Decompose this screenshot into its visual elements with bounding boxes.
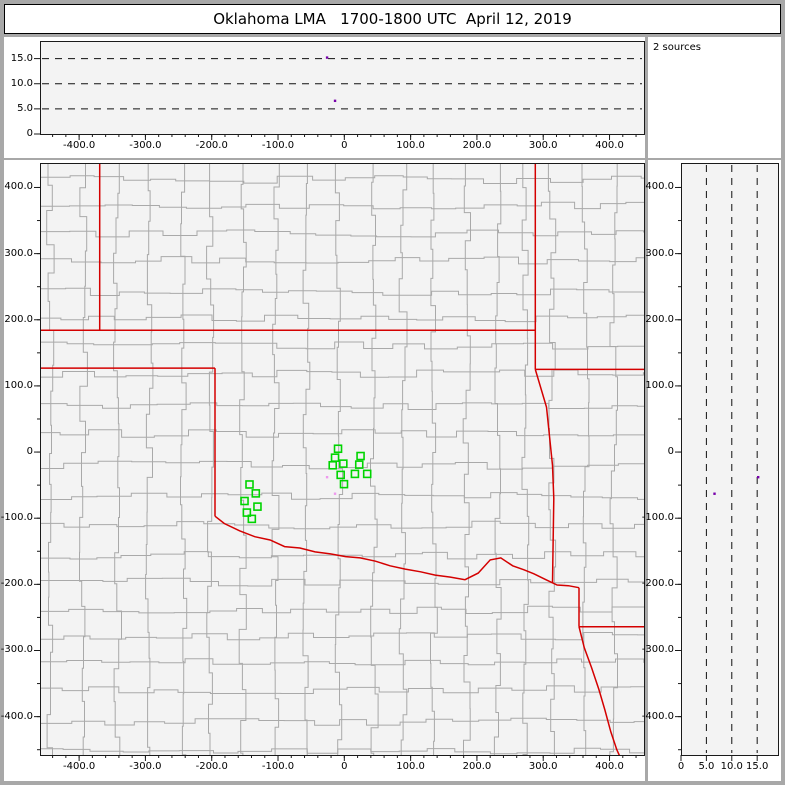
state-border-line	[214, 515, 580, 589]
title-bar: Oklahoma LMA 1700-1800 UTC April 12, 201…	[4, 4, 781, 34]
tick-label: 15.0	[10, 52, 33, 64]
tick-label: -400.0	[641, 710, 674, 722]
station-marker	[354, 460, 364, 469]
source-dot	[325, 56, 329, 59]
tick-label: 200.0	[462, 140, 492, 151]
tick-label: 10.0	[10, 77, 33, 89]
station-marker	[362, 469, 372, 479]
tick-label: 200.0	[645, 313, 674, 325]
tick-label: -100.0	[261, 140, 295, 151]
state-border-line	[534, 369, 555, 584]
tick-label: 400.0	[595, 140, 624, 151]
tick-label: -200.0	[195, 140, 228, 151]
station-marker	[240, 496, 249, 506]
tick-label: 10.0	[720, 761, 743, 772]
plot-area	[40, 163, 644, 755]
tick-label: -200.0	[0, 578, 33, 590]
tick-label: 300.0	[645, 247, 674, 259]
sources-count-panel: 2 sources	[648, 37, 781, 158]
tick-label: -400.0	[0, 710, 33, 722]
tick-label: 300.0	[528, 761, 558, 772]
station-marker	[339, 459, 348, 468]
tick-label: -100.0	[0, 512, 33, 524]
tick-label: 100.0	[645, 379, 674, 391]
tick-label: 400.0	[595, 761, 624, 772]
station-marker	[245, 480, 254, 489]
tick-label: -200.0	[195, 761, 228, 772]
tick-label: -300.0	[129, 761, 162, 772]
ns-altitude-panel: 0 5.0 10.0 15.0 400.0 300.0 200.0 100.0 0 -100.0 -…	[642, 160, 781, 781]
station-marker	[336, 470, 345, 480]
source-dot	[713, 492, 716, 495]
tick-label: 100.0	[396, 761, 425, 772]
tick-label: 100.0	[396, 140, 425, 151]
source-dot	[756, 475, 760, 479]
station-marker	[242, 508, 252, 517]
sources-count-label: 2 sources	[653, 42, 701, 53]
tick-label: 0	[341, 761, 348, 772]
tick-label: 0	[26, 446, 33, 458]
tick-label: -200.0	[641, 578, 674, 590]
station-marker	[339, 479, 349, 489]
ns-altitude-plot	[675, 163, 779, 761]
station-marker	[333, 444, 343, 454]
tick-label: 300.0	[4, 247, 33, 259]
tick-label: 0	[341, 140, 348, 151]
source-dot	[333, 492, 337, 495]
station-marker	[350, 469, 360, 479]
tick-label: -300.0	[129, 140, 162, 151]
plot-area	[681, 163, 779, 756]
tick-label: 0	[667, 446, 674, 458]
tick-label: 0	[677, 761, 685, 772]
station-marker	[251, 489, 261, 498]
station-marker	[328, 460, 338, 470]
tick-label: -300.0	[0, 644, 33, 656]
tick-label: -400.0	[62, 140, 96, 151]
plot-area	[40, 41, 645, 135]
tick-label: 5.0	[698, 761, 715, 772]
ew-altitude-panel: -400.0 -300.0 -200.0 -100.0 0 100.0 200.0 300.0…	[4, 37, 645, 158]
tick-label: -100.0	[641, 512, 674, 524]
page-title: Oklahoma LMA 1700-1800 UTC April 12, 201…	[213, 10, 572, 28]
tick-label: -300.0	[641, 644, 674, 656]
source-dot	[333, 99, 337, 103]
state-border-line	[578, 626, 621, 755]
tick-label: 5.0	[17, 102, 33, 114]
plot-border	[40, 163, 645, 756]
tick-label: 100.0	[4, 379, 33, 391]
tick-label: 300.0	[528, 140, 558, 151]
tick-label: -100.0	[261, 761, 295, 772]
station-marker	[356, 451, 365, 461]
source-dot	[325, 475, 329, 479]
plan-view-map-panel: -400.0 -300.0 -200.0 -100.0 0 100.0 200.0 300.0…	[0, 160, 645, 781]
tick-label: 200.0	[462, 761, 492, 772]
ew-altitude-plot	[34, 41, 645, 140]
tick-label: 400.0	[645, 181, 674, 193]
tick-label: 400.0	[4, 181, 33, 193]
tick-label: 200.0	[4, 313, 33, 325]
map-layers	[40, 163, 644, 755]
tick-label: 15.0	[746, 761, 769, 772]
station-marker	[247, 514, 257, 524]
station-marker	[253, 502, 262, 511]
plan-view-plot	[34, 163, 645, 761]
tick-label: -400.0	[62, 761, 96, 772]
tick-label: 0	[26, 128, 33, 139]
